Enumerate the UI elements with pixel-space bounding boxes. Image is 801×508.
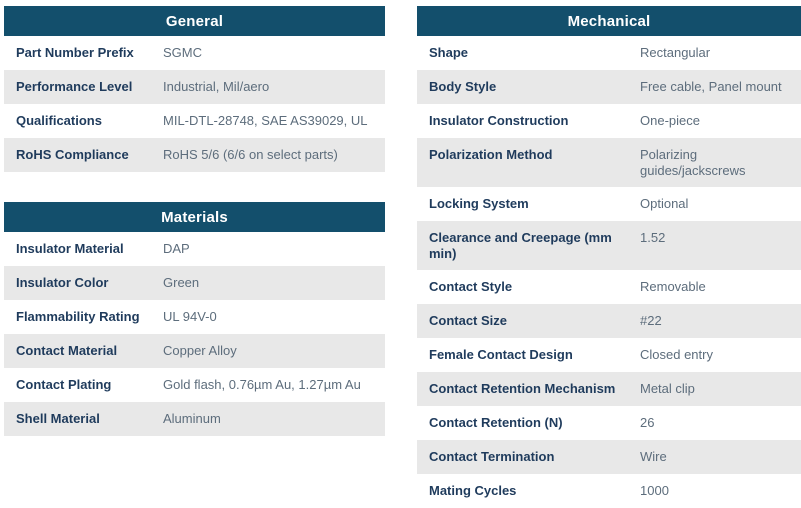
spec-value: #22 — [640, 313, 662, 328]
spec-value: UL 94V-0 — [163, 309, 217, 324]
spec-label: Part Number Prefix — [16, 45, 134, 60]
table-materials-title: Materials — [4, 202, 385, 232]
spec-label: Insulator Construction — [429, 113, 569, 128]
spec-label: Polarization Method — [429, 147, 553, 162]
spec-value: Metal clip — [640, 381, 695, 396]
spec-label: Shell Material — [16, 411, 100, 426]
table-materials: Materials Insulator Material DAP Insulator… — [4, 202, 385, 436]
spec-value: Optional — [640, 196, 689, 211]
spec-label: Shape — [429, 45, 469, 60]
spec-row: Body Style Free cable, Panel mount — [417, 70, 801, 104]
spec-row: Part Number Prefix SGMC — [4, 36, 385, 70]
spec-label: Qualifications — [16, 113, 102, 128]
spec-row: Contact Style Removable — [417, 270, 801, 304]
spec-row: Insulator Construction One-piece — [417, 104, 801, 138]
spec-value: 1000 — [640, 483, 669, 498]
spec-value: MIL-DTL-28748, SAE AS39029, UL — [163, 113, 368, 128]
left-column: General Part Number Prefix SGMC Performanc… — [4, 6, 385, 508]
spec-label: Locking System — [429, 196, 529, 211]
spec-label: Female Contact Design — [429, 347, 573, 362]
spec-value: Green — [163, 275, 200, 290]
spec-row: Clearance and Creepage (mm min) 1.52 — [417, 221, 801, 270]
spec-row: Locking System Optional — [417, 187, 801, 221]
spec-label: Insulator Material — [16, 241, 124, 256]
table-mechanical-title: Mechanical — [417, 6, 801, 36]
spec-label: Insulator Color — [16, 275, 109, 290]
spec-value: Gold flash, 0.76µm Au, 1.27µm Au — [163, 377, 361, 392]
spec-label: Contact Retention Mechanism — [429, 381, 616, 396]
spec-label: Clearance and Creepage (mm min) — [429, 230, 612, 261]
spec-label: Performance Level — [16, 79, 133, 94]
spec-row: Insulator Material DAP — [4, 232, 385, 266]
spec-row: Contact Retention (N) 26 — [417, 406, 801, 440]
spec-row: Contact Plating Gold flash, 0.76µm Au, 1.… — [4, 368, 385, 402]
spec-value: SGMC — [163, 45, 202, 60]
table-general: General Part Number Prefix SGMC Performanc… — [4, 6, 385, 172]
spec-row: Performance Level Industrial, Mil/aero — [4, 70, 385, 104]
spec-value: Rectangular — [640, 45, 711, 60]
spec-value: Removable — [640, 279, 706, 294]
spec-row: Polarization Method Polarizing guides/jac… — [417, 138, 801, 187]
spec-label: Contact Material — [16, 343, 118, 358]
table-mechanical: Mechanical Shape Rectangular Body Style Fre… — [417, 6, 801, 508]
spec-label: Body Style — [429, 79, 497, 94]
spec-value: Aluminum — [163, 411, 221, 426]
spec-row: Contact Retention Mechanism Metal clip — [417, 372, 801, 406]
spec-label: Flammability Rating — [16, 309, 140, 324]
table-mechanical-body: Shape Rectangular Body Style Free cable, Pa… — [417, 36, 801, 508]
table-general-title: General — [4, 6, 385, 36]
spec-value: 26 — [640, 415, 655, 430]
spec-row: Shape Rectangular — [417, 36, 801, 70]
spec-row: Qualifications MIL-DTL-28748, SAE AS39029… — [4, 104, 385, 138]
spec-value: Wire — [640, 449, 667, 464]
spec-row: Flammability Rating UL 94V-0 — [4, 300, 385, 334]
spec-value: Copper Alloy — [163, 343, 237, 358]
right-column: Mechanical Shape Rectangular Body Style Fre… — [417, 6, 801, 508]
spec-label: Mating Cycles — [429, 483, 517, 498]
spec-label: Contact Style — [429, 279, 513, 294]
spec-row: Shell Material Aluminum — [4, 402, 385, 436]
spec-label: Contact Plating — [16, 377, 112, 392]
spec-value: DAP — [163, 241, 190, 256]
spec-label: Contact Retention (N) — [429, 415, 563, 430]
spec-row: Contact Termination Wire — [417, 440, 801, 474]
spec-value: 1.52 — [640, 230, 666, 245]
spec-row: Contact Size #22 — [417, 304, 801, 338]
spec-value: RoHS 5/6 (6/6 on select parts) — [163, 147, 338, 162]
spec-value: Free cable, Panel mount — [640, 79, 782, 94]
spec-row: Mating Cycles 1000 — [417, 474, 801, 508]
spec-label: RoHS Compliance — [16, 147, 129, 162]
spec-row: Insulator Color Green — [4, 266, 385, 300]
spec-value: Industrial, Mil/aero — [163, 79, 270, 94]
spec-value: One-piece — [640, 113, 700, 128]
spec-row: RoHS Compliance RoHS 5/6 (6/6 on select p… — [4, 138, 385, 172]
table-general-body: Part Number Prefix SGMC Performance Level I… — [4, 36, 385, 172]
spec-row: Contact Material Copper Alloy — [4, 334, 385, 368]
spec-label: Contact Size — [429, 313, 508, 328]
spec-row: Female Contact Design Closed entry — [417, 338, 801, 372]
spec-value: Closed entry — [640, 347, 713, 362]
spec-value: Polarizing guides/jackscrews — [640, 147, 746, 178]
table-materials-body: Insulator Material DAP Insulator Color Gree… — [4, 232, 385, 436]
spec-label: Contact Termination — [429, 449, 555, 464]
